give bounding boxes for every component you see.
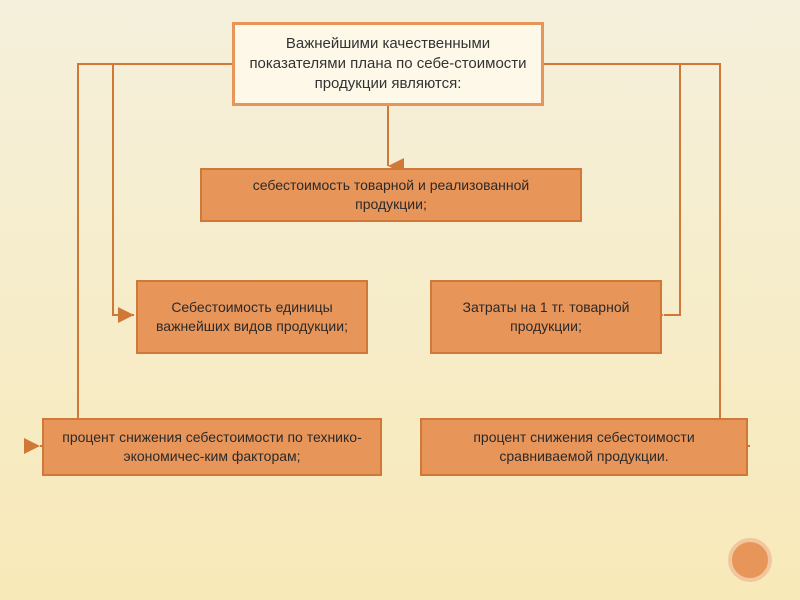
node-n3: Себестоимость единицы важнейших видов пр… [136, 280, 368, 354]
edge [40, 64, 232, 446]
node-n6: процент снижения себестоимости сравнивае… [420, 418, 748, 476]
node-n6-text: процент снижения себестоимости сравнивае… [436, 428, 732, 466]
node-n4-text: Затраты на 1 тг. товарной продукции; [446, 298, 646, 336]
node-n3-text: Себестоимость единицы важнейших видов пр… [152, 298, 352, 336]
node-n2: себестоимость товарной и реализованной п… [200, 168, 582, 222]
node-header-text: Важнейшими качественными показателями пл… [249, 34, 527, 95]
node-n5-text: процент снижения себестоимости по техник… [58, 428, 366, 466]
edge [544, 64, 750, 446]
node-n5: процент снижения себестоимости по техник… [42, 418, 382, 476]
node-n4: Затраты на 1 тг. товарной продукции; [430, 280, 662, 354]
node-n2-text: себестоимость товарной и реализованной п… [216, 176, 566, 214]
node-header: Важнейшими качественными показателями пл… [232, 22, 544, 106]
decorative-circle [728, 538, 772, 582]
